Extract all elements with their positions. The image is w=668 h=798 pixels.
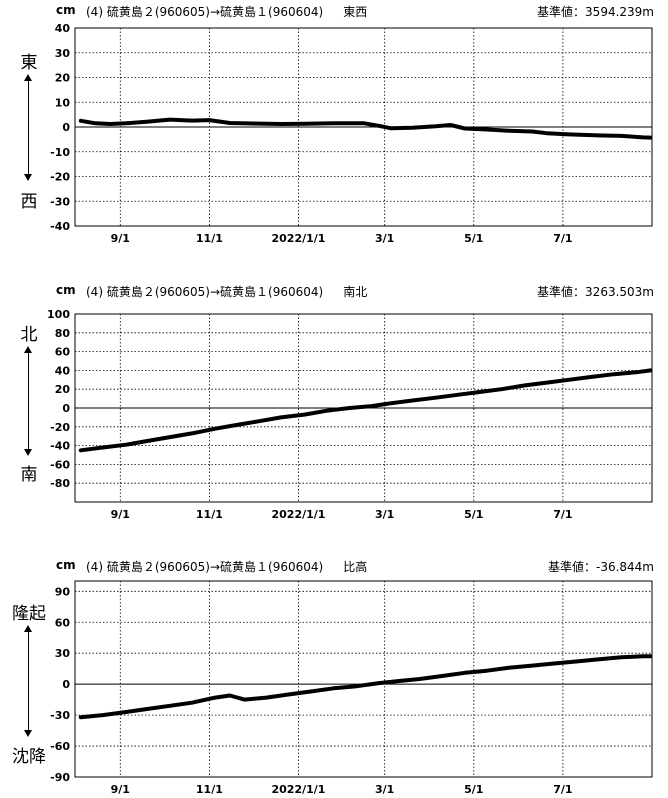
x-tick-label: 5/1 bbox=[464, 232, 483, 245]
chart-panel-ew: cm (4) 硫黄島２(960605)→硫黄島１(960604) 東西 基準値：3… bbox=[0, 0, 668, 250]
x-tick-label: 2022/1/1 bbox=[272, 508, 326, 521]
direction-indicator: 東 西 bbox=[4, 0, 54, 250]
series-line bbox=[78, 654, 653, 720]
y-tick-label: -30 bbox=[50, 195, 70, 208]
direction-label: 比高 bbox=[343, 560, 368, 574]
unit-label: cm bbox=[56, 3, 76, 17]
y-tick-label: 20 bbox=[55, 72, 71, 85]
line-chart: 90 60 30 0 -30 -60 -90 9/1 11/1 2022/1/1 3/1 5/1 7/1 bbox=[50, 580, 653, 796]
y-tick-label: 30 bbox=[55, 647, 71, 660]
arrow-line bbox=[28, 80, 29, 175]
x-tick-label: 9/1 bbox=[111, 508, 130, 521]
chart-title: (4) 硫黄島２(960605)→硫黄島１(960604) 東西 bbox=[86, 3, 367, 20]
top-direction-label: 東 bbox=[20, 53, 38, 73]
x-tick-label: 3/1 bbox=[375, 783, 394, 796]
plot-frame bbox=[74, 27, 653, 227]
y-tick-label: 80 bbox=[55, 327, 71, 340]
y-tick-label: 30 bbox=[55, 47, 71, 60]
y-tick-label: -80 bbox=[50, 477, 70, 490]
x-tick-label: 7/1 bbox=[553, 508, 572, 521]
chart-title: (4) 硫黄島２(960605)→硫黄島１(960604) 南北 bbox=[86, 283, 367, 300]
x-tick-label: 5/1 bbox=[464, 508, 483, 521]
y-tick-label: -40 bbox=[50, 440, 70, 453]
x-tick-label: 11/1 bbox=[196, 783, 223, 796]
direction-indicator: 隆起 沈降 bbox=[4, 555, 54, 798]
y-tick-label: -60 bbox=[50, 458, 70, 471]
y-tick-label: -10 bbox=[50, 146, 70, 159]
y-tick-label: 10 bbox=[55, 96, 71, 109]
bottom-direction-label: 南 bbox=[20, 465, 38, 485]
y-tick-label: 90 bbox=[55, 585, 71, 598]
unit-label: cm bbox=[56, 558, 76, 572]
y-tick-label: 40 bbox=[55, 22, 71, 35]
station-title: (4) 硫黄島２(960605)→硫黄島１(960604) bbox=[86, 560, 324, 574]
x-tick-label: 11/1 bbox=[196, 508, 223, 521]
x-tick-label: 7/1 bbox=[553, 783, 572, 796]
series-line bbox=[78, 368, 653, 453]
chart-panel-height: cm (4) 硫黄島２(960605)→硫黄島１(960604) 比高 基準値：-… bbox=[0, 555, 668, 798]
top-direction-label: 北 bbox=[20, 325, 38, 345]
plot-frame bbox=[74, 580, 653, 778]
arrow-down-icon bbox=[24, 174, 32, 181]
y-tick-label: -30 bbox=[50, 709, 70, 722]
x-tick-label: 5/1 bbox=[464, 783, 483, 796]
direction-indicator: 北 南 bbox=[4, 280, 54, 530]
y-tick-label: -20 bbox=[50, 171, 70, 184]
series-line bbox=[78, 117, 653, 140]
y-tick-label: 0 bbox=[62, 402, 70, 415]
x-tick-label: 2022/1/1 bbox=[272, 783, 326, 796]
y-tick-label: 60 bbox=[55, 346, 71, 359]
y-tick-label: 100 bbox=[47, 308, 70, 321]
y-tick-label: 20 bbox=[55, 383, 71, 396]
x-tick-label: 3/1 bbox=[375, 508, 394, 521]
y-tick-label: 60 bbox=[55, 616, 71, 629]
bottom-direction-label: 西 bbox=[20, 192, 38, 212]
x-tick-label: 2022/1/1 bbox=[272, 232, 326, 245]
y-tick-label: 40 bbox=[55, 364, 71, 377]
arrow-up-icon bbox=[24, 74, 32, 81]
x-tick-label: 9/1 bbox=[111, 232, 130, 245]
y-tick-label: -90 bbox=[50, 771, 70, 784]
unit-label: cm bbox=[56, 283, 76, 297]
arrow-up-icon bbox=[24, 346, 32, 353]
x-tick-label: 9/1 bbox=[111, 783, 130, 796]
chart-panel-ns: cm (4) 硫黄島２(960605)→硫黄島１(960604) 南北 基準値：3… bbox=[0, 280, 668, 530]
x-tick-label: 7/1 bbox=[553, 232, 572, 245]
station-title: (4) 硫黄島２(960605)→硫黄島１(960604) bbox=[86, 285, 324, 299]
y-tick-label: -40 bbox=[50, 220, 70, 233]
arrow-line bbox=[28, 631, 29, 731]
y-tick-label: 0 bbox=[62, 121, 70, 134]
arrow-down-icon bbox=[24, 449, 32, 456]
direction-label: 東西 bbox=[343, 5, 368, 19]
station-title: (4) 硫黄島２(960605)→硫黄島１(960604) bbox=[86, 5, 324, 19]
x-tick-label: 3/1 bbox=[375, 232, 394, 245]
direction-label: 南北 bbox=[343, 285, 368, 299]
y-tick-label: -60 bbox=[50, 740, 70, 753]
top-direction-label: 隆起 bbox=[12, 604, 46, 624]
plot-frame bbox=[74, 313, 653, 503]
line-chart: 40 30 20 10 0 -10 -20 -30 -40 9/1 11/1 2022/1/1 3/1 5… bbox=[50, 22, 653, 245]
y-tick-label: 0 bbox=[62, 678, 70, 691]
line-chart: 100 80 60 40 20 0 -20 -40 -60 -80 9/1 11/1 2022/1/1 3… bbox=[47, 308, 653, 521]
x-tick-label: 11/1 bbox=[196, 232, 223, 245]
arrow-line bbox=[28, 352, 29, 450]
arrow-down-icon bbox=[24, 730, 32, 737]
y-tick-label: -20 bbox=[50, 421, 70, 434]
chart-title: (4) 硫黄島２(960605)→硫黄島１(960604) 比高 bbox=[86, 558, 367, 575]
base-value-label: 基準値：-36.844m bbox=[547, 560, 654, 574]
bottom-direction-label: 沈降 bbox=[12, 747, 46, 767]
base-value-label: 基準値：3594.239m bbox=[537, 5, 654, 19]
base-value-label: 基準値：3263.503m bbox=[537, 285, 654, 299]
arrow-up-icon bbox=[24, 625, 32, 632]
